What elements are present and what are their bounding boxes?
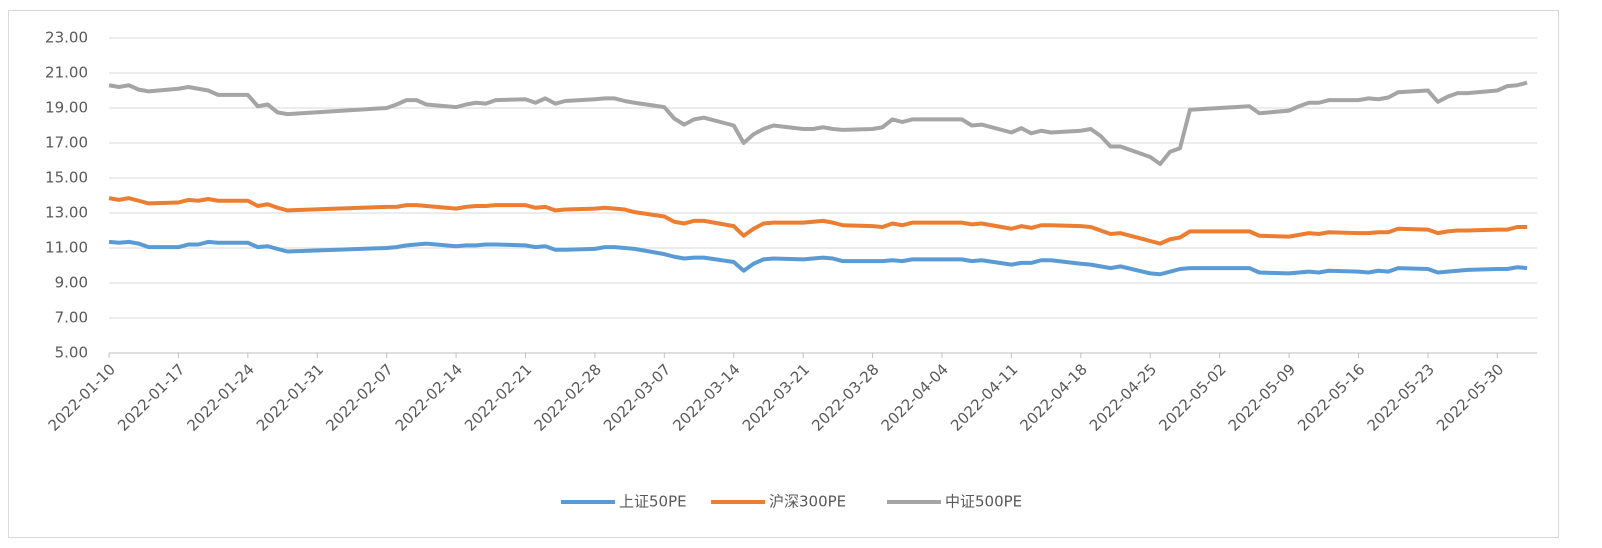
chart-frame <box>8 10 1559 538</box>
y-tick-label: 7.00 <box>55 309 88 327</box>
y-tick-label: 19.00 <box>45 99 88 117</box>
legend-label: 中证500PE <box>945 493 1022 511</box>
y-tick-label: 15.00 <box>45 169 88 187</box>
legend-label: 沪深300PE <box>769 493 846 511</box>
y-tick-label: 13.00 <box>45 204 88 222</box>
y-tick-label: 11.00 <box>45 239 88 257</box>
y-tick-label: 17.00 <box>45 134 88 152</box>
y-tick-label: 23.00 <box>45 29 88 47</box>
series-line <box>108 196 1528 246</box>
y-tick-label: 5.00 <box>55 344 88 362</box>
y-tick-label: 9.00 <box>55 274 88 292</box>
series-line <box>108 239 1528 277</box>
y-tick-label: 21.00 <box>45 64 88 82</box>
series-line <box>108 80 1528 166</box>
legend-label: 上证50PE <box>619 493 687 511</box>
